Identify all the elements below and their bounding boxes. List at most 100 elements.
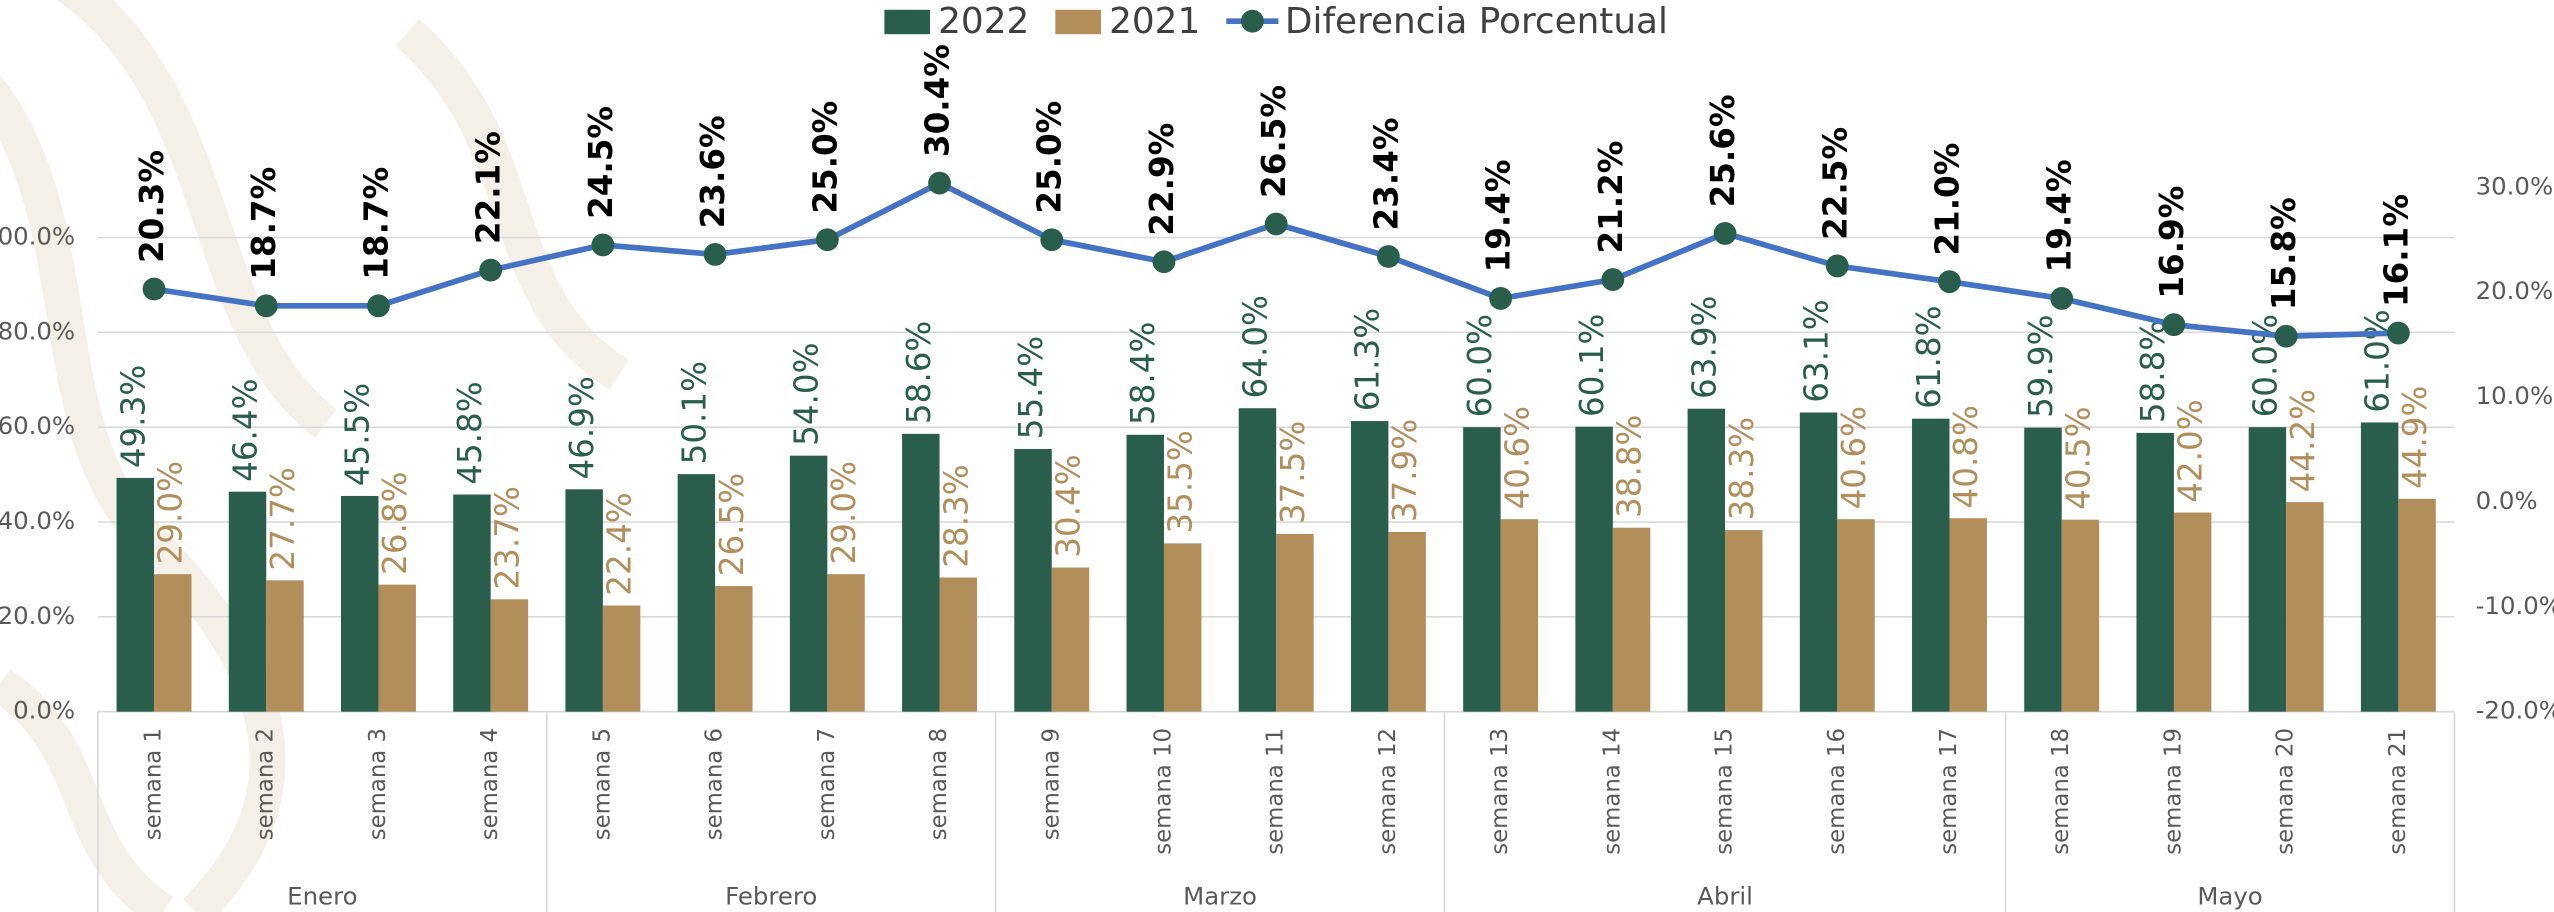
value-label: 44.9% — [2396, 386, 2434, 489]
group-label: Mayo — [2197, 881, 2262, 910]
value-label: 18.7% — [357, 167, 395, 280]
value-label: 27.7% — [264, 467, 302, 570]
bar — [154, 574, 191, 712]
legend-swatch — [1241, 10, 1264, 33]
value-label: 30.4% — [919, 44, 957, 157]
value-label: 37.9% — [1386, 419, 1424, 522]
value-label: 58.8% — [2134, 320, 2172, 423]
bar — [715, 586, 752, 712]
bar — [902, 434, 939, 712]
value-label: 21.0% — [1928, 143, 1966, 256]
x-tick-label: semana 14 — [1599, 728, 1625, 855]
x-tick-label: semana 13 — [1487, 728, 1513, 855]
x-tick-label: semana 18 — [2048, 728, 2074, 855]
value-label: 58.4% — [1124, 322, 1162, 425]
bar — [1725, 530, 1762, 712]
line-marker — [1714, 222, 1737, 245]
x-tick-label: semana 19 — [2160, 728, 2186, 855]
bar — [266, 580, 303, 711]
bar — [603, 605, 640, 711]
y-tick-label: 20.0% — [0, 601, 75, 630]
value-label: 45.8% — [451, 381, 489, 484]
x-tick-label: semana 10 — [1150, 728, 1176, 855]
bar — [2398, 499, 2435, 712]
value-label: 46.9% — [563, 376, 601, 479]
bar — [678, 474, 715, 712]
x-tick-label: semana 7 — [814, 728, 840, 840]
x-tick-label: semana 1 — [141, 728, 167, 840]
line-marker — [255, 294, 278, 317]
value-label: 55.4% — [1012, 336, 1050, 439]
bar — [341, 496, 378, 712]
bar — [790, 456, 827, 712]
group-label: Marzo — [1183, 881, 1257, 910]
bar — [1949, 518, 1986, 711]
x-tick-label: semana 20 — [2273, 728, 2299, 855]
legend-swatch — [884, 10, 930, 34]
value-label: 49.3% — [114, 365, 152, 468]
value-label: 18.7% — [245, 167, 283, 280]
value-label: 26.5% — [1255, 85, 1293, 198]
bar — [565, 489, 602, 711]
value-label: 16.9% — [2153, 186, 2191, 299]
value-label: 40.8% — [1947, 405, 1985, 508]
value-label: 26.8% — [376, 471, 414, 574]
y-tick-label: 80.0% — [0, 316, 75, 345]
bar — [1501, 519, 1538, 712]
line-marker — [704, 243, 727, 266]
value-label: 21.2% — [1592, 141, 1630, 254]
line-marker — [2275, 325, 2298, 348]
value-label: 63.9% — [1685, 295, 1723, 398]
value-label: 35.5% — [1162, 430, 1200, 533]
x-tick-label: semana 15 — [1712, 728, 1738, 855]
bar — [1276, 534, 1313, 712]
y2-tick-label: 0.0% — [2476, 486, 2538, 515]
bar — [1912, 419, 1949, 712]
value-label: 40.5% — [2059, 406, 2097, 509]
line-marker — [2387, 322, 2410, 345]
bar — [1351, 421, 1388, 712]
bar — [1388, 532, 1425, 712]
x-tick-label: semana 21 — [2385, 728, 2411, 855]
line-marker — [1601, 268, 1624, 291]
value-label: 23.6% — [694, 115, 732, 228]
value-label: 30.4% — [1049, 454, 1087, 557]
value-label: 22.5% — [1816, 127, 1854, 240]
bar — [1688, 409, 1725, 712]
value-label: 44.2% — [2284, 389, 2322, 492]
bar — [2024, 428, 2061, 712]
line-marker — [1153, 250, 1176, 273]
line-marker — [479, 259, 502, 282]
bar — [378, 585, 415, 712]
bar — [827, 574, 864, 712]
x-tick-label: semana 11 — [1263, 728, 1289, 855]
value-label: 59.9% — [2022, 314, 2060, 417]
y-tick-label: 0.0% — [13, 696, 75, 725]
value-label: 40.6% — [1835, 406, 1873, 509]
bar — [1127, 435, 1164, 712]
line-marker — [1040, 228, 1063, 251]
bar — [1837, 519, 1874, 712]
line-marker — [1377, 245, 1400, 268]
bar — [2286, 502, 2323, 712]
line-marker — [816, 228, 839, 251]
value-label: 26.5% — [713, 473, 751, 576]
value-label: 24.5% — [582, 106, 620, 219]
legend-swatch — [1055, 10, 1101, 34]
value-label: 20.3% — [133, 150, 171, 263]
line-marker — [1489, 287, 1512, 310]
value-label: 58.6% — [900, 321, 938, 424]
y-tick-label: 60.0% — [0, 411, 75, 440]
x-tick-label: semana 9 — [1038, 728, 1064, 840]
decor — [65, 0, 326, 423]
bar — [2174, 513, 2211, 712]
legend-label: 2021 — [1109, 1, 1200, 42]
x-tick-label: semana 2 — [253, 728, 279, 840]
value-label: 16.1% — [2377, 194, 2415, 307]
y2-tick-label: 20.0% — [2476, 276, 2554, 305]
y2-tick-label: 10.0% — [2476, 381, 2554, 410]
value-label: 25.0% — [1031, 101, 1069, 214]
value-label: 19.4% — [1480, 159, 1518, 272]
legend-label: Diferencia Porcentual — [1285, 1, 1668, 42]
